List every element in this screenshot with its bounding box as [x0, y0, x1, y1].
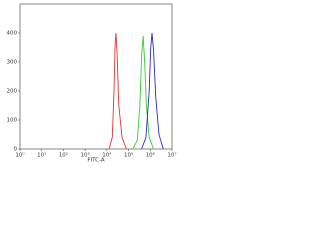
- x-tick-label: 10¹: [37, 152, 46, 159]
- y-tick-label: 300: [7, 60, 18, 66]
- x-tick-label: 10⁷: [167, 152, 176, 159]
- x-tick-label: 10⁵: [124, 152, 133, 159]
- x-tick-label: 10⁶: [146, 152, 156, 159]
- chart: FITC-A 0 100 200 300 400 10⁰ 10¹ 10² 10³ 10⁴ 10⁵ 10…: [7, 3, 177, 164]
- y-tick-label: 0: [14, 147, 18, 153]
- x-axis-label: FITC-A: [87, 158, 105, 164]
- y-tick-label: 400: [7, 31, 18, 37]
- y-tick-label: 100: [7, 118, 18, 124]
- x-tick-label: 10²: [59, 152, 68, 159]
- x-tick-label: 10³: [81, 152, 90, 159]
- histogram-curve: [108, 32, 127, 150]
- plot-frame: [19, 3, 173, 150]
- histogram-curve: [132, 35, 154, 150]
- y-tick-label: 200: [7, 89, 18, 95]
- x-tick-label: 10⁰: [15, 152, 25, 159]
- x-tick-label: 10⁴: [102, 152, 112, 159]
- histogram-curve: [141, 32, 164, 150]
